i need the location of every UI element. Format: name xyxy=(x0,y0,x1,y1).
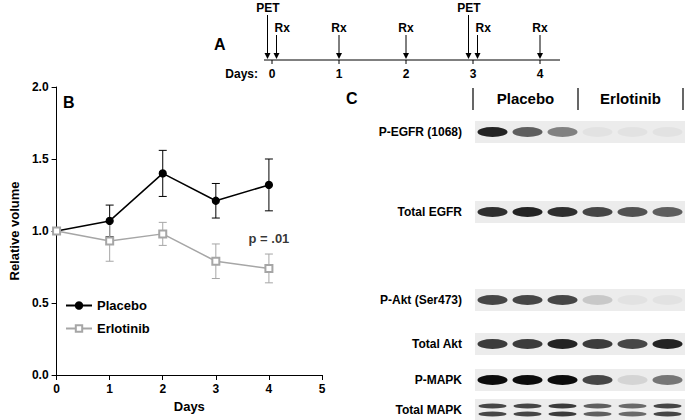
svg-text:0: 0 xyxy=(53,382,60,396)
svg-text:P-MAPK: P-MAPK xyxy=(415,373,463,387)
svg-text:p = .01: p = .01 xyxy=(249,231,290,246)
svg-text:Total EGFR: Total EGFR xyxy=(398,205,463,219)
svg-text:Total MAPK: Total MAPK xyxy=(396,403,463,417)
svg-text:Placebo: Placebo xyxy=(497,90,555,107)
svg-text:B: B xyxy=(63,94,75,111)
svg-text:4: 4 xyxy=(266,382,273,396)
svg-text:Rx: Rx xyxy=(331,21,347,35)
svg-text:P-EGFR (1068): P-EGFR (1068) xyxy=(379,125,462,139)
svg-text:2: 2 xyxy=(403,67,410,81)
svg-text:0.0: 0.0 xyxy=(32,368,49,382)
svg-text:0.5: 0.5 xyxy=(32,296,49,310)
svg-text:1.0: 1.0 xyxy=(32,224,49,238)
svg-text:Erlotinib: Erlotinib xyxy=(600,90,661,107)
svg-text:C: C xyxy=(346,90,358,107)
svg-text:A: A xyxy=(214,36,226,53)
svg-text:4: 4 xyxy=(537,67,544,81)
svg-text:Rx: Rx xyxy=(532,21,548,35)
svg-text:Erlotinib: Erlotinib xyxy=(97,321,150,336)
svg-text:P-Akt (Ser473): P-Akt (Ser473) xyxy=(380,293,462,307)
svg-text:PET: PET xyxy=(457,1,481,15)
svg-text:1.5: 1.5 xyxy=(32,152,49,166)
svg-text:3: 3 xyxy=(470,67,477,81)
svg-text:5: 5 xyxy=(319,382,326,396)
svg-text:Placebo: Placebo xyxy=(97,298,147,313)
svg-text:Rx: Rx xyxy=(275,21,291,35)
svg-text:Total Akt: Total Akt xyxy=(412,337,462,351)
svg-text:0: 0 xyxy=(269,67,276,81)
svg-text:Rx: Rx xyxy=(476,21,492,35)
svg-text:1: 1 xyxy=(106,382,113,396)
svg-text:Days:: Days: xyxy=(225,67,258,81)
svg-text:Rx: Rx xyxy=(398,21,414,35)
svg-text:Days: Days xyxy=(174,399,205,414)
svg-text:PET: PET xyxy=(256,1,280,15)
svg-text:2: 2 xyxy=(159,382,166,396)
svg-text:3: 3 xyxy=(212,382,219,396)
svg-text:2.0: 2.0 xyxy=(32,80,49,94)
svg-text:Relative volume: Relative volume xyxy=(7,182,22,281)
svg-text:1: 1 xyxy=(336,67,343,81)
